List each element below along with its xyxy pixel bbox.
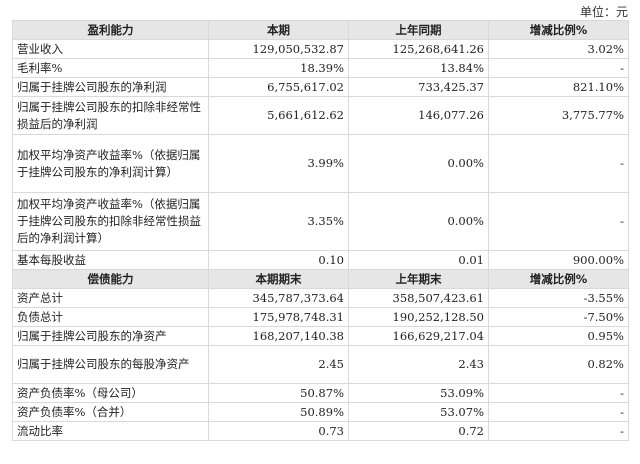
row-label: 流动比率 bbox=[12, 421, 209, 441]
table-row: 负债总计 175,978,748.31 190,252,128.50 -7.50… bbox=[12, 307, 629, 327]
header-cell: 上年期末 bbox=[348, 269, 489, 289]
table-row: 资产总计 345,787,373.64 358,507,423.61 -3.55… bbox=[12, 288, 629, 308]
header-cell: 盈利能力 bbox=[12, 20, 209, 40]
header-cell: 增减比例% bbox=[488, 20, 629, 40]
current-value: 2.45 bbox=[208, 345, 349, 384]
table-row: 流动比率 0.73 0.72 - bbox=[12, 421, 629, 441]
unit-label: 单位：元 bbox=[579, 5, 628, 19]
header-cell: 偿债能力 bbox=[12, 269, 209, 289]
row-label: 归属于挂牌公司股东的扣除非经常性损益后的净利润 bbox=[12, 96, 209, 135]
prior-value: 53.09% bbox=[348, 383, 489, 403]
prior-value: 125,268,641.26 bbox=[348, 39, 489, 59]
prior-value: 166,629,217.04 bbox=[348, 326, 489, 346]
table-row: 归属于挂牌公司股东的扣除非经常性损益后的净利润 5,661,612.62 146… bbox=[12, 96, 629, 135]
row-label: 营业收入 bbox=[12, 39, 209, 59]
current-value: 50.87% bbox=[208, 383, 349, 403]
table-row: 归属于挂牌公司股东的每股净资产 2.45 2.43 0.82% bbox=[12, 345, 629, 384]
row-label: 加权平均净资产收益率%（依据归属于挂牌公司股东的净利润计算） bbox=[12, 134, 209, 193]
table-row: 加权平均净资产收益率%（依据归属于挂牌公司股东的净利润计算） 3.99% 0.0… bbox=[12, 134, 629, 193]
row-label: 毛利率% bbox=[12, 58, 209, 78]
table-row: 营业收入 129,050,532.87 125,268,641.26 3.02% bbox=[12, 39, 629, 59]
table-row: 毛利率% 18.39% 13.84% - bbox=[12, 58, 629, 78]
row-label: 加权平均净资产收益率%（依据归属于挂牌公司股东的扣除非经常性损益后的净利润计算） bbox=[12, 192, 209, 251]
row-label: 负债总计 bbox=[12, 307, 209, 327]
prior-value: 13.84% bbox=[348, 58, 489, 78]
current-value: 3.99% bbox=[208, 134, 349, 193]
change-value: 821.10% bbox=[488, 77, 629, 97]
current-value: 18.39% bbox=[208, 58, 349, 78]
table-row: 基本每股收益 0.10 0.01 900.00% bbox=[12, 250, 629, 270]
change-value: - bbox=[488, 192, 629, 251]
row-label: 归属于挂牌公司股东的净资产 bbox=[12, 326, 209, 346]
current-value: 3.35% bbox=[208, 192, 349, 251]
change-value: - bbox=[488, 58, 629, 78]
prior-value: 190,252,128.50 bbox=[348, 307, 489, 327]
financial-indicators-table: 盈利能力 本期 上年同期 增减比例% 营业收入 129,050,532.87 1… bbox=[12, 20, 629, 441]
table-row: 资产负债率%（合并） 50.89% 53.07% - bbox=[12, 402, 629, 422]
change-value: - bbox=[488, 402, 629, 422]
prior-value: 358,507,423.61 bbox=[348, 288, 489, 308]
prior-value: 0.00% bbox=[348, 192, 489, 251]
prior-value: 0.72 bbox=[348, 421, 489, 441]
change-value: 900.00% bbox=[488, 250, 629, 270]
prior-value: 2.43 bbox=[348, 345, 489, 384]
current-value: 6,755,617.02 bbox=[208, 77, 349, 97]
row-label: 资产负债率%（合并） bbox=[12, 402, 209, 422]
change-value: 0.82% bbox=[488, 345, 629, 384]
row-label: 资产负债率%（母公司） bbox=[12, 383, 209, 403]
row-label: 资产总计 bbox=[12, 288, 209, 308]
prior-value: 53.07% bbox=[348, 402, 489, 422]
table-row: 归属于挂牌公司股东的净利润 6,755,617.02 733,425.37 82… bbox=[12, 77, 629, 97]
table-row: 加权平均净资产收益率%（依据归属于挂牌公司股东的扣除非经常性损益后的净利润计算）… bbox=[12, 192, 629, 251]
row-label: 归属于挂牌公司股东的每股净资产 bbox=[12, 345, 209, 384]
current-value: 5,661,612.62 bbox=[208, 96, 349, 135]
change-value: -3.55% bbox=[488, 288, 629, 308]
current-value: 0.10 bbox=[208, 250, 349, 270]
current-value: 50.89% bbox=[208, 402, 349, 422]
current-value: 0.73 bbox=[208, 421, 349, 441]
prior-value: 146,077.26 bbox=[348, 96, 489, 135]
change-value: 3.02% bbox=[488, 39, 629, 59]
prior-value: 0.00% bbox=[348, 134, 489, 193]
section-header-solvency: 偿债能力 本期期末 上年期末 增减比例% bbox=[12, 269, 629, 289]
header-cell: 本期 bbox=[208, 20, 349, 40]
change-value: 0.95% bbox=[488, 326, 629, 346]
header-cell: 上年同期 bbox=[348, 20, 489, 40]
row-label: 归属于挂牌公司股东的净利润 bbox=[12, 77, 209, 97]
table-row: 归属于挂牌公司股东的净资产 168,207,140.38 166,629,217… bbox=[12, 326, 629, 346]
section-header-profitability: 盈利能力 本期 上年同期 增减比例% bbox=[12, 20, 629, 40]
change-value: - bbox=[488, 134, 629, 193]
change-value: -7.50% bbox=[488, 307, 629, 327]
current-value: 175,978,748.31 bbox=[208, 307, 349, 327]
prior-value: 0.01 bbox=[348, 250, 489, 270]
header-cell: 本期期末 bbox=[208, 269, 349, 289]
current-value: 345,787,373.64 bbox=[208, 288, 349, 308]
prior-value: 733,425.37 bbox=[348, 77, 489, 97]
row-label: 基本每股收益 bbox=[12, 250, 209, 270]
header-cell: 增减比例% bbox=[488, 269, 629, 289]
change-value: - bbox=[488, 421, 629, 441]
table-row: 资产负债率%（母公司） 50.87% 53.09% - bbox=[12, 383, 629, 403]
current-value: 129,050,532.87 bbox=[208, 39, 349, 59]
current-value: 168,207,140.38 bbox=[208, 326, 349, 346]
change-value: - bbox=[488, 383, 629, 403]
change-value: 3,775.77% bbox=[488, 96, 629, 135]
